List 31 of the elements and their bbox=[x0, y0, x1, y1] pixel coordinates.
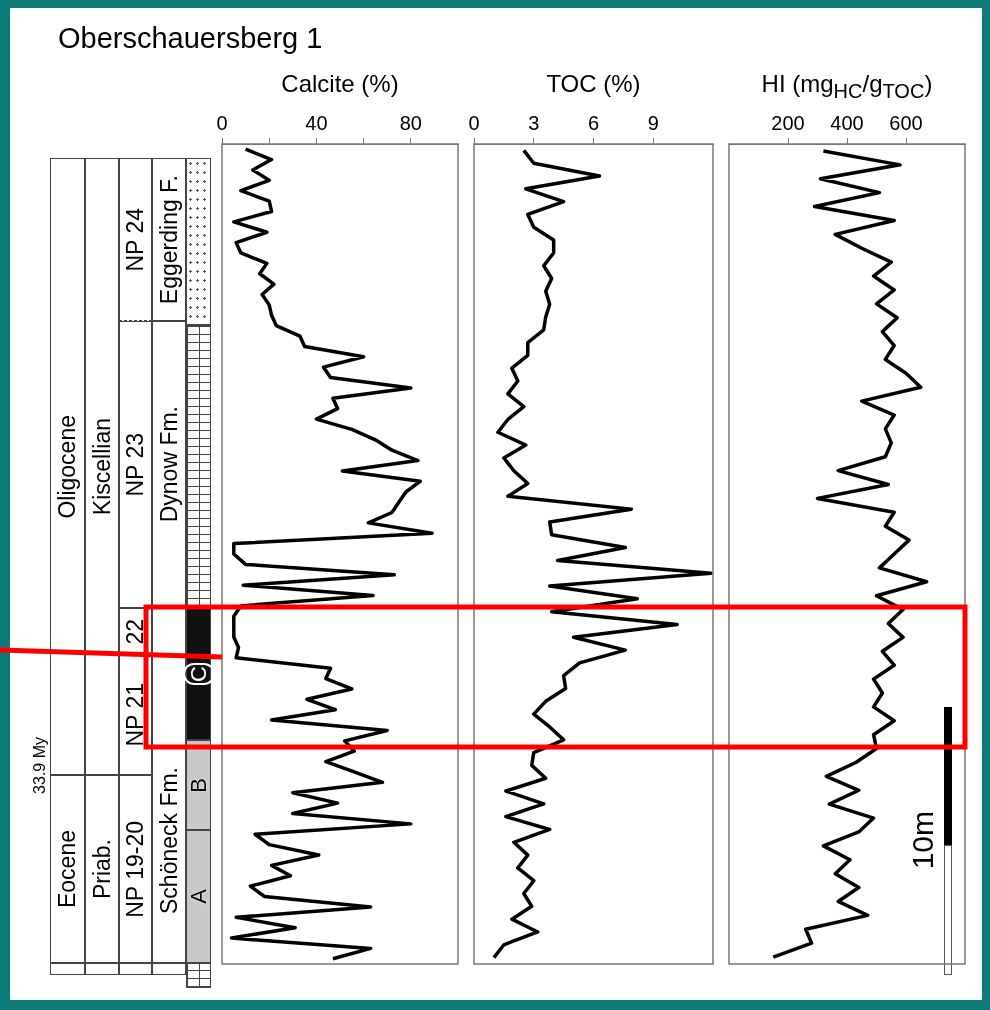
x-tick-label: 9 bbox=[647, 111, 659, 134]
text: Priab. bbox=[88, 838, 116, 900]
x-tick-label: 3 bbox=[528, 111, 540, 134]
x-tick-label: 6 bbox=[587, 111, 600, 134]
annotation: 10m bbox=[906, 810, 940, 870]
text: NP 21 bbox=[122, 683, 149, 747]
x-axis-title: HI (mg$_{HC}$/g$_{TOC}$) bbox=[760, 70, 934, 104]
text: Dynow Fm. bbox=[155, 406, 183, 523]
text: Eocene bbox=[54, 829, 81, 908]
x-tick-label: 80 bbox=[399, 111, 422, 134]
text: NP 23 bbox=[122, 432, 149, 497]
text: 33.9 My bbox=[31, 736, 49, 794]
text: Oligocene bbox=[54, 414, 81, 519]
text: NP 19-20 bbox=[122, 820, 149, 918]
x-tick-label: 0 bbox=[468, 111, 480, 134]
text: NP 24 bbox=[122, 207, 149, 272]
x-axis-title: Calcite (%) bbox=[280, 70, 400, 99]
x-tick-label: 400 bbox=[830, 111, 864, 134]
text: A bbox=[185, 889, 212, 904]
text: Schöneck Fm. bbox=[155, 767, 183, 914]
x-tick-label: 600 bbox=[889, 111, 923, 134]
x-axis-title: TOC (%) bbox=[545, 70, 642, 99]
x-tick-label: 40 bbox=[305, 111, 328, 134]
text: Oberschauersberg 1 bbox=[58, 22, 323, 55]
text: B bbox=[185, 777, 212, 793]
text: Eggerding F. bbox=[155, 174, 183, 305]
text: 22 bbox=[122, 618, 149, 645]
x-tick-label: 0 bbox=[216, 111, 228, 134]
x-tick-label: 200 bbox=[771, 111, 805, 134]
text: Kiscellian bbox=[88, 417, 116, 516]
text: C bbox=[182, 663, 215, 685]
